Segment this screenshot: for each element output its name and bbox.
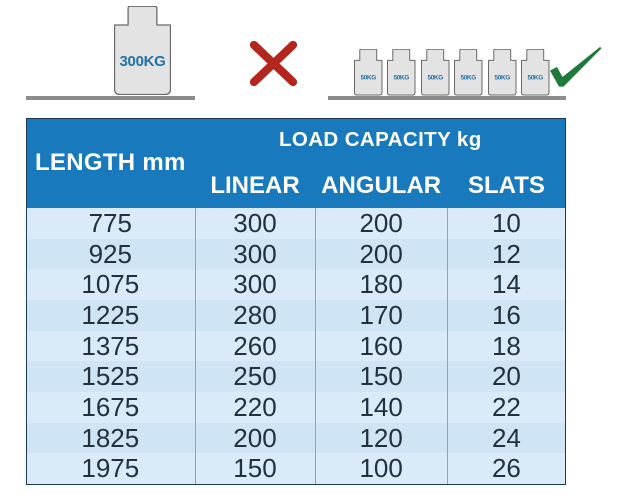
svg-text:50KG: 50KG <box>528 75 544 82</box>
svg-text:300KG: 300KG <box>119 53 165 70</box>
svg-text:50KG: 50KG <box>494 75 510 82</box>
svg-text:50KG: 50KG <box>360 75 376 82</box>
svg-text:50KG: 50KG <box>461 75 477 82</box>
svg-text:50KG: 50KG <box>394 75 410 82</box>
svg-text:50KG: 50KG <box>427 75 443 82</box>
